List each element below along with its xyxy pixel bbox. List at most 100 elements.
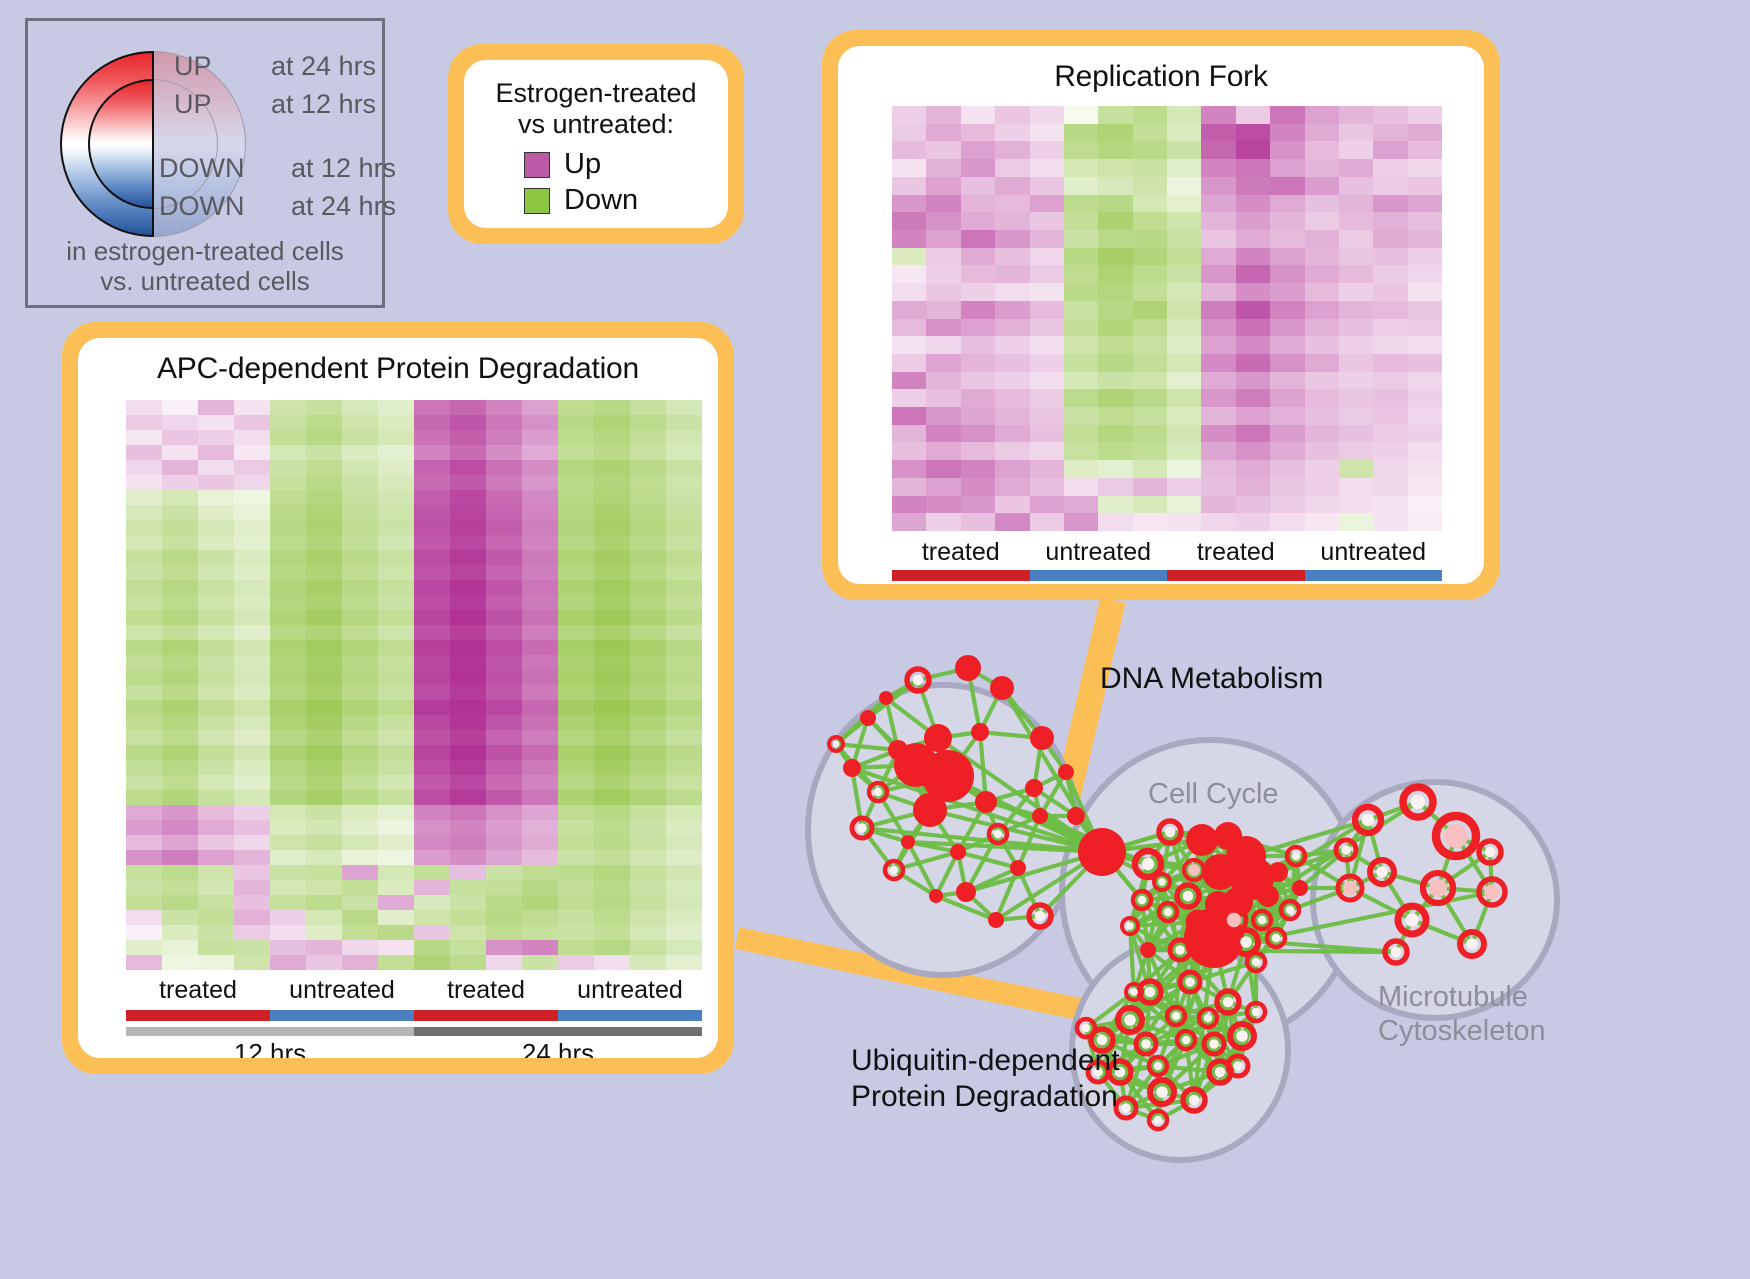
network-node[interactable] [1292,880,1308,896]
node-ring[interactable] [1214,988,1242,1016]
node-ring[interactable] [1284,844,1308,868]
network-node[interactable] [1147,1077,1177,1107]
node-core[interactable] [971,723,989,741]
node-ring[interactable] [1146,1054,1170,1078]
network-node[interactable] [950,844,966,860]
network-node[interactable] [1244,1000,1268,1024]
node-ring[interactable] [1181,857,1207,883]
node-core[interactable] [975,791,997,813]
network-node[interactable] [1140,942,1156,958]
node-core[interactable] [988,912,1004,928]
network-node[interactable] [1431,811,1481,861]
network-node[interactable] [1131,847,1165,881]
node-ring[interactable] [1476,876,1508,908]
network-node[interactable] [1196,1006,1220,1030]
network-node[interactable] [975,791,997,813]
network-node[interactable] [1025,779,1043,797]
node-ring[interactable] [1113,1095,1139,1121]
network-node[interactable] [860,710,876,726]
node-core[interactable] [922,750,974,802]
network-node[interactable] [1351,803,1385,837]
network-node[interactable] [913,793,947,827]
network-node[interactable] [1180,1086,1208,1114]
node-core[interactable] [1268,862,1288,882]
node-ring[interactable] [1115,1005,1145,1035]
network-node[interactable] [1201,1031,1227,1057]
network-node[interactable] [1130,888,1154,912]
network-node[interactable] [1115,1005,1145,1035]
network-node[interactable] [1164,1004,1188,1028]
node-ring[interactable] [1174,1028,1198,1052]
node-core[interactable] [1010,860,1026,876]
node-ring[interactable] [1278,898,1302,922]
network-node[interactable] [1113,1095,1139,1121]
node-ring[interactable] [1351,803,1385,837]
replication-fork-heatmap[interactable] [892,106,1442,531]
node-ring[interactable] [1180,1086,1208,1114]
network-node[interactable] [1214,988,1242,1016]
node-ring[interactable] [882,858,906,882]
network-node[interactable] [904,666,932,694]
network-node[interactable] [1333,837,1359,863]
network-node[interactable] [1156,818,1184,846]
network-node[interactable] [1177,969,1203,995]
node-core[interactable] [1140,942,1156,958]
node-ring[interactable] [1167,937,1193,963]
network-node[interactable] [1152,872,1172,892]
network-node[interactable] [1186,824,1218,856]
node-ring[interactable] [1136,978,1164,1006]
network-node[interactable] [1010,860,1026,876]
network-node[interactable] [1156,900,1180,924]
node-core[interactable] [1030,726,1054,750]
network-node[interactable] [1124,982,1144,1002]
node-ring[interactable] [827,735,845,753]
network-node[interactable] [1227,1021,1257,1051]
network-node[interactable] [1067,807,1085,825]
node-core[interactable] [901,835,915,849]
node-ring[interactable] [1026,902,1054,930]
network-node[interactable] [1174,882,1202,910]
apc-degradation-heatmap[interactable] [126,400,702,970]
node-core[interactable] [1257,885,1279,907]
network-node[interactable] [1367,857,1397,887]
network-node[interactable] [988,912,1004,928]
node-core[interactable] [879,691,893,705]
network-node[interactable] [1202,854,1238,890]
node-core[interactable] [956,882,976,902]
node-ring[interactable] [1164,1004,1188,1028]
node-ring[interactable] [1130,888,1154,912]
network-node[interactable] [1394,902,1430,938]
network-node[interactable] [955,655,981,681]
network-node[interactable] [1278,898,1302,922]
node-ring[interactable] [1225,1053,1251,1079]
network-node[interactable] [1026,902,1054,930]
node-ring[interactable] [1419,869,1457,907]
network-node[interactable] [849,815,875,841]
network-node[interactable] [929,889,943,903]
network-node[interactable] [1074,1016,1098,1040]
node-ring[interactable] [1147,1077,1177,1107]
network-node[interactable] [1244,950,1268,974]
node-ring[interactable] [1333,837,1359,863]
node-core[interactable] [1078,828,1126,876]
node-ring[interactable] [1431,811,1481,861]
node-core[interactable] [955,655,981,681]
node-ring[interactable] [1219,905,1249,935]
node-core[interactable] [929,889,943,903]
network-node[interactable] [1476,876,1508,908]
node-core[interactable] [1032,808,1048,824]
node-ring[interactable] [1244,950,1268,974]
network-nodes[interactable] [827,655,1508,1132]
network-node[interactable] [971,723,989,741]
network-node[interactable] [1225,1053,1251,1079]
node-core[interactable] [1067,807,1085,825]
node-core[interactable] [1202,854,1238,890]
node-ring[interactable] [1201,1031,1227,1057]
node-ring[interactable] [1074,1016,1098,1040]
network-node[interactable] [922,750,974,802]
network-node[interactable] [1032,808,1048,824]
node-ring[interactable] [866,780,890,804]
network-node[interactable] [843,759,861,777]
node-ring[interactable] [1367,857,1397,887]
network-node[interactable] [1146,1054,1170,1078]
